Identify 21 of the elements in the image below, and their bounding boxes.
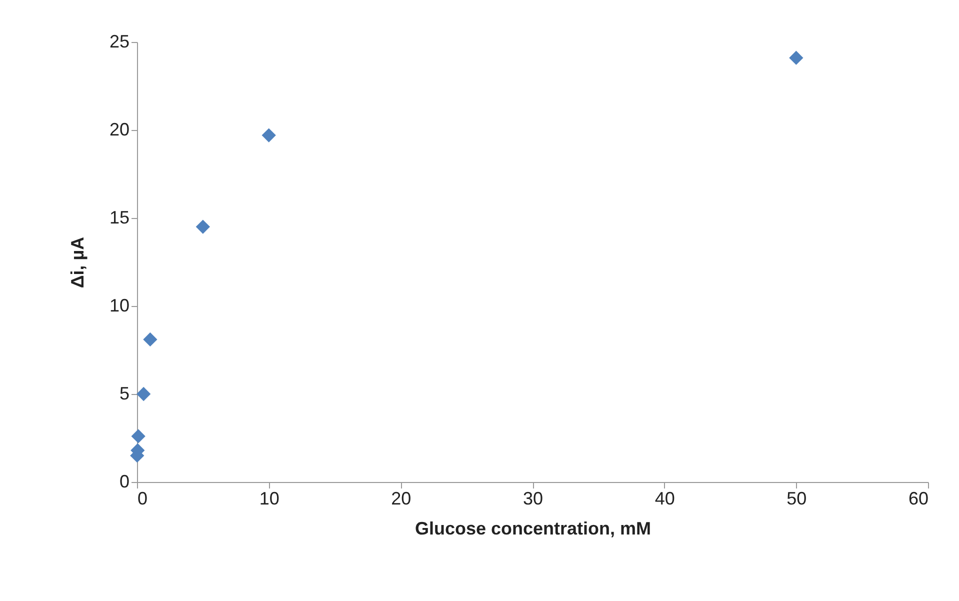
y-tick-label: 10: [109, 296, 130, 316]
y-tick-label: 0: [119, 472, 130, 492]
point: [143, 332, 158, 347]
x-tick-label: 10: [259, 488, 280, 508]
y-axis-title: Δi, µA: [67, 236, 88, 288]
point: [131, 429, 146, 444]
x-tick-label: 50: [786, 488, 807, 508]
x-tick-label: 30: [522, 488, 544, 508]
x-tick-label: 40: [654, 488, 675, 508]
y-tick-label: 15: [109, 208, 130, 228]
point: [262, 128, 276, 142]
y-tick-label: 5: [119, 384, 130, 404]
y-tick-label: 20: [109, 120, 130, 140]
point: [196, 220, 210, 234]
x-tick-label: 20: [391, 488, 412, 508]
y-tick-label: 25: [109, 32, 130, 52]
x-tick-label: 60: [908, 488, 928, 508]
point: [136, 386, 151, 402]
point: [789, 50, 804, 65]
x-tick-label: 0: [138, 488, 148, 508]
x-axis-title: Glucose concentration, mM: [414, 518, 652, 538]
